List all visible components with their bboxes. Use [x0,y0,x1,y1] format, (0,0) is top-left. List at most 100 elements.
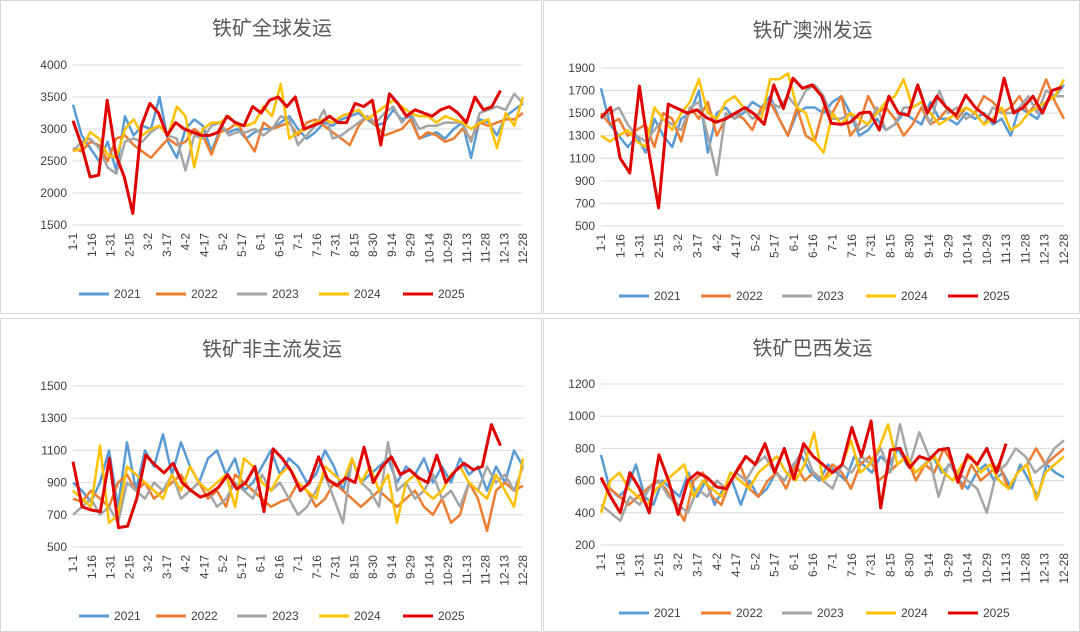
x-tick-label: 7-31 [329,233,343,257]
x-tick-label: 8-30 [366,233,380,257]
legend-label-2021: 2021 [654,606,681,620]
y-tick-label: 2000 [40,186,67,200]
x-tick-label: 12-13 [1038,234,1052,265]
x-tick-label: 5-17 [768,234,782,258]
y-tick-label: 1300 [568,129,595,143]
x-tick-label: 10-29 [980,553,994,584]
x-tick-label: 1-31 [633,234,647,258]
x-tick-label: 4-2 [710,234,724,252]
x-tick-label: 4-2 [179,555,193,573]
x-tick-label: 10-29 [441,233,455,264]
x-tick-label: 12-28 [1057,234,1071,265]
x-tick-label: 7-31 [864,553,878,577]
x-tick-label: 7-1 [826,553,840,571]
legend-label-2025: 2025 [983,606,1010,620]
x-tick-label: 3-2 [671,553,685,571]
x-tick-label: 4-2 [179,233,193,251]
x-tick-label: 3-2 [141,555,155,573]
chart-global: 铁矿全球发运 1500 2000 2500 3000 3500 4000 1-1 1-16 1-3… [40,16,530,301]
x-tick-label: 4-2 [710,553,724,571]
chart-title: 铁矿非主流发运 [202,337,342,361]
x-tick-label: 12-28 [516,233,530,264]
x-tick-label: 8-15 [883,553,897,577]
x-tick-label: 9-29 [404,233,418,257]
x-tick-label: 3-17 [160,233,174,257]
y-tick-label: 500 [575,219,595,233]
x-tick-label: 4-17 [197,555,211,579]
y-tick-label: 4000 [40,58,67,72]
x-tick-label: 9-14 [385,555,399,579]
series-line-2023 [72,92,524,176]
x-tick-label: 11-28 [479,555,493,585]
y-tick-label: 1200 [568,377,595,391]
x-tick-label: 9-14 [385,233,399,257]
legend-label-2025: 2025 [983,289,1010,303]
chart-title: 铁矿巴西发运 [753,336,873,360]
x-tick-label: 9-29 [941,553,955,577]
x-tick-label: 1-16 [613,553,627,577]
x-tick-label: 3-17 [690,234,704,258]
series-line-2023 [600,423,1065,523]
x-tick-label: 5-17 [235,233,249,257]
x-tick-label: 1-1 [594,234,608,252]
x-tick-label: 1-1 [66,233,80,251]
x-tick-label: 11-28 [479,233,493,263]
x-tick-label: 4-17 [729,234,743,258]
y-tick-label: 900 [575,174,595,188]
x-tick-label: 10-14 [422,233,436,264]
legend-label-2025: 2025 [438,609,465,623]
y-tick-label: 1500 [40,379,67,393]
y-tick-label: 1700 [568,84,595,98]
x-tick-label: 6-1 [254,555,268,573]
y-tick-label: 700 [575,196,595,210]
x-tick-label: 8-30 [903,234,917,258]
x-tick-label: 7-16 [845,553,859,577]
x-tick-label: 2-15 [652,234,666,258]
x-tick-label: 1-16 [85,233,99,257]
y-tick-label: 1300 [40,411,67,425]
legend-label-2024: 2024 [354,287,381,301]
x-tick-label: 11-13 [460,555,474,585]
legend-label-2021: 2021 [654,289,681,303]
x-tick-label: 7-16 [845,234,859,258]
panel-non-mainstream: 铁矿非主流发运 500 700 900 1100 1300 1500 1-1 1-16 1-31 2… [0,318,542,632]
panel-brazil: 铁矿巴西发运 200 400 600 800 1000 1200 1-1 1-16 1-31 2-1… [543,318,1080,632]
x-tick-label: 8-30 [366,555,380,579]
y-tick-label: 500 [47,540,67,554]
x-tick-label: 1-31 [633,553,647,577]
series-line-2025 [599,419,1008,516]
x-tick-label: 11-28 [1018,234,1032,264]
x-tick-label: 6-1 [787,234,801,252]
x-tick-label: 2-15 [122,233,136,257]
x-tick-label: 2-15 [652,553,666,577]
series-line-2023 [600,83,1064,177]
x-tick-label: 5-17 [235,555,249,579]
x-tick-label: 8-15 [347,233,361,257]
y-tick-label: 1000 [568,409,595,423]
x-tick-label: 1-16 [613,234,627,258]
series-line-2025 [599,76,1063,210]
x-tick-label: 12-13 [1038,553,1052,584]
x-tick-label: 9-14 [922,553,936,577]
x-tick-label: 1-1 [66,555,80,573]
series-line-2021 [71,95,524,172]
x-tick-label: 5-2 [748,234,762,252]
chart-brazil: 铁矿巴西发运 200 400 600 800 1000 1200 1-1 1-16 1-31 2-1… [568,336,1071,620]
x-tick-label: 6-1 [787,553,801,571]
x-tick-label: 9-29 [941,234,955,258]
series-line-2022 [72,111,524,163]
x-tick-label: 5-2 [216,555,230,573]
legend-label-2025: 2025 [438,287,465,301]
chart-title: 铁矿全球发运 [212,16,332,40]
legend-label-2023: 2023 [817,606,844,620]
x-tick-label: 8-15 [347,555,361,579]
x-tick-label: 10-14 [422,555,436,586]
x-tick-label: 10-29 [441,555,455,586]
y-tick-label: 1100 [569,151,595,165]
x-tick-label: 1-31 [104,555,118,579]
x-tick-label: 12-28 [516,555,530,586]
y-tick-label: 2500 [40,154,67,168]
legend-label-2024: 2024 [901,606,928,620]
legend-label-2021: 2021 [114,287,141,301]
x-tick-label: 6-16 [272,555,286,579]
